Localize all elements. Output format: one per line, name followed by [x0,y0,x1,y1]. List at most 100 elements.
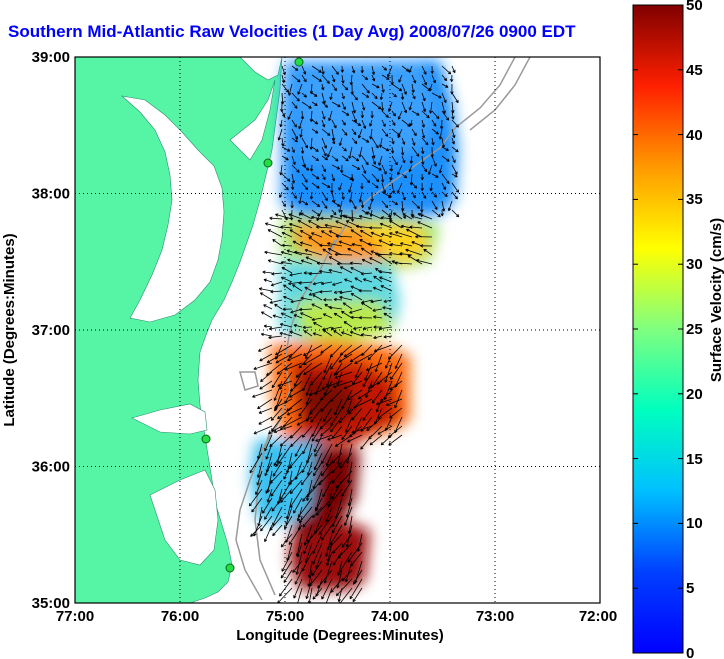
x-tick-label: 72:00 [579,608,617,625]
velocity-arrow [375,398,383,413]
velocity-arrow [331,155,339,162]
velocity-arrow [379,222,393,229]
velocity-arrow [311,101,318,107]
velocity-arrow [375,267,383,274]
velocity-arrow [321,461,333,477]
velocity-arrow [291,173,296,184]
velocity-arrow [341,119,346,126]
velocity-arrow [451,173,458,178]
velocity-arrow [272,314,283,319]
velocity-arrow [394,261,413,265]
velocity-arrow [343,380,363,390]
velocity-arrow [338,240,353,247]
velocity-arrow [401,83,407,95]
velocity-arrow [248,488,263,507]
velocity-arrow [333,290,343,294]
velocity-arrow [351,128,357,136]
velocity-arrow [331,83,337,92]
velocity-arrow [415,259,433,265]
velocity-arrow [378,326,393,331]
velocity-arrow [257,398,273,410]
velocity-arrow [411,128,417,137]
velocity-arrow [281,83,290,93]
velocity-arrow [358,315,373,320]
velocity-arrow [396,182,403,194]
velocity-arrow [371,146,376,159]
velocity-arrow [351,101,356,114]
velocity-arrow [281,182,289,191]
velocity-arrow [271,416,283,432]
velocity-arrow [286,407,303,416]
velocity-arrow [362,407,373,421]
velocity-arrow [349,308,363,314]
velocity-arrow [299,241,313,247]
velocity-arrow [328,305,343,310]
albemarle-sound [131,403,208,435]
velocity-arrow [397,164,403,176]
velocity-arrow [441,200,446,212]
velocity-arrow [371,164,382,171]
velocity-arrow [440,209,444,217]
velocity-arrow [311,182,320,189]
velocity-arrow [269,299,283,304]
velocity-arrow [267,229,283,238]
velocity-arrow [275,213,293,220]
velocity-arrow [298,307,313,312]
colorbar-tick-label: 35 [686,191,703,208]
velocity-arrow [370,231,383,238]
velocity-arrow [431,137,435,146]
velocity-arrow [400,242,413,247]
velocity-arrow [311,317,323,322]
velocity-arrow [282,416,303,428]
velocity-arrow [381,83,385,93]
velocity-arrow [273,452,283,467]
velocity-arrow [341,146,347,152]
velocity-arrow [302,515,313,528]
velocity-arrow [351,371,363,385]
velocity-arrow [300,259,313,265]
velocity-arrow [373,315,383,319]
velocity-arrow [411,182,418,189]
x-tick-label: 75:00 [266,608,304,625]
velocity-arrow [293,371,303,387]
velocity-arrow [451,155,456,163]
velocity-arrow [312,533,323,555]
velocity-arrow [364,362,373,381]
velocity-arrow [269,216,283,220]
velocity-arrow [279,191,283,198]
velocity-arrow [292,240,303,247]
velocity-arrow [332,281,343,286]
velocity-arrow [321,230,333,238]
velocity-arrow [279,578,293,597]
colorbar-tick-label: 25 [686,321,703,338]
velocity-arrow [358,146,363,158]
velocity-arrow [329,214,343,220]
velocity-arrow [323,380,333,396]
velocity-arrow [290,200,294,209]
velocity-arrow [326,551,333,566]
velocity-arrow [311,155,319,162]
velocity-arrow [354,353,373,365]
velocity-arrow [301,164,310,171]
velocity-arrow [340,164,344,174]
velocity-arrow [280,560,293,579]
y-tick-label: 37:00 [32,322,70,339]
velocity-arrow [350,229,363,238]
velocity-arrow [271,371,283,389]
velocity-arrow [344,506,353,526]
velocity-arrow [304,248,323,256]
velocity-arrow [312,587,323,600]
velocity-arrow [302,371,313,392]
velocity-arrow [349,330,363,337]
velocity-arrow [331,119,337,129]
velocity-arrow [394,389,403,409]
velocity-arrow [300,146,305,154]
velocity-arrow [310,215,323,220]
velocity-arrow [291,146,295,153]
velocity-arrow [289,479,303,495]
velocity-arrow [275,353,293,364]
velocity-arrow [374,353,383,373]
velocity-arrow [367,380,383,389]
velocity-arrow [348,182,353,193]
velocity-arrow [379,92,384,100]
